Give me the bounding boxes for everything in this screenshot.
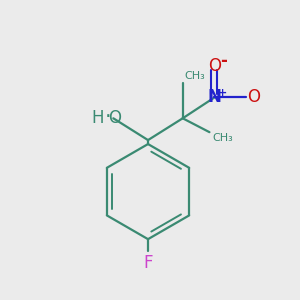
Text: F: F	[143, 254, 153, 272]
Text: -: -	[220, 52, 227, 70]
Text: O: O	[208, 57, 221, 75]
Text: CH₃: CH₃	[212, 133, 233, 143]
Text: N: N	[208, 88, 221, 106]
Text: O: O	[248, 88, 260, 106]
Text: H: H	[91, 109, 103, 127]
Text: ·: ·	[105, 107, 111, 127]
Text: CH₃: CH₃	[185, 70, 206, 81]
Text: O: O	[108, 109, 121, 127]
Text: +: +	[218, 88, 227, 98]
